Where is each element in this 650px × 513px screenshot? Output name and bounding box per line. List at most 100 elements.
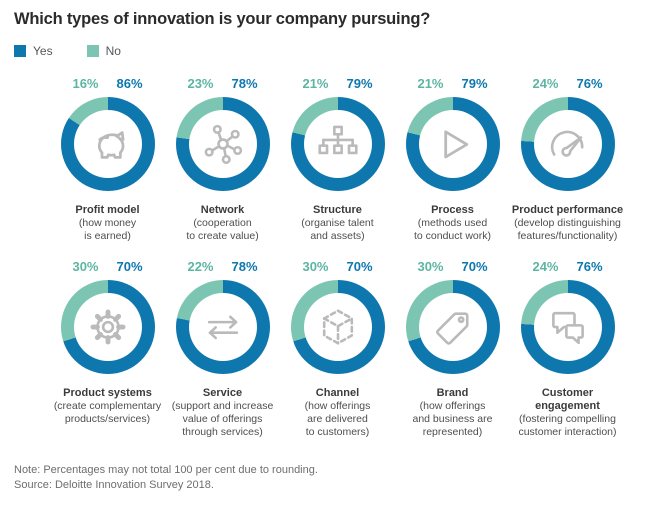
donut-ring <box>290 280 385 374</box>
donut-hole <box>303 110 372 178</box>
donut-label: Structure (organise talent and assets) <box>301 204 373 243</box>
donut-hole <box>418 110 487 178</box>
donut-label: Product systems (create complementary prod… <box>54 387 161 426</box>
donut-card: 30% 70% Brand (how offerings and business … <box>395 259 510 439</box>
percent-labels: 21% 79% <box>302 76 372 91</box>
yes-percent: 79% <box>461 76 488 91</box>
legend-label-yes: Yes <box>33 44 53 58</box>
no-percent: 24% <box>532 259 559 274</box>
innovation-description: features/functionality) <box>517 229 618 242</box>
innovation-description: and assets) <box>310 229 365 242</box>
donut-label: Customer engagement (fostering compelling c… <box>518 387 616 439</box>
org-chart-icon <box>312 118 364 170</box>
innovation-description: to conduct work) <box>413 229 492 242</box>
donut-label: Service (support and increase value of off… <box>172 387 274 439</box>
donut-hole <box>533 110 602 178</box>
chat-bubbles-icon <box>542 301 594 353</box>
innovation-description: is earned) <box>84 229 131 242</box>
donut-grid: 16% 86% Profit model (how money is earned)… <box>50 76 636 439</box>
yes-percent: 70% <box>461 259 488 274</box>
no-percent: 30% <box>72 259 99 274</box>
no-percent: 24% <box>532 76 559 91</box>
donut-card: 30% 70% Product systems (create complemen… <box>50 259 165 426</box>
percent-labels: 22% 78% <box>187 259 257 274</box>
innovation-description: (how offerings <box>419 399 486 412</box>
legend-item-no: No <box>86 44 121 58</box>
gauge-icon <box>542 118 594 170</box>
donut-card: 21% 79% Process (methods used to conduct w… <box>395 76 510 243</box>
innovation-description: through services) <box>182 426 263 438</box>
innovation-description: represented) <box>422 426 483 438</box>
innovation-description: value of offerings <box>182 412 263 425</box>
exchange-arrows-icon <box>197 301 249 353</box>
legend-item-yes: Yes <box>14 44 53 58</box>
no-percent: 23% <box>187 76 214 91</box>
yes-percent: 78% <box>231 259 258 274</box>
percent-labels: 16% 86% <box>72 76 142 91</box>
innovation-name: Network <box>200 204 245 216</box>
innovation-description: (methods used <box>417 216 488 229</box>
donut-card: 22% 78% Service (support and increase valu… <box>165 259 280 439</box>
innovation-name: Channel <box>315 387 360 399</box>
donut-hole <box>533 293 602 361</box>
donut-hole <box>188 110 257 178</box>
yes-percent: 70% <box>116 259 143 274</box>
yes-percent: 76% <box>576 259 603 274</box>
donut-ring <box>405 280 500 374</box>
yes-percent: 79% <box>346 76 373 91</box>
donut-ring <box>60 97 155 191</box>
yes-percent: 70% <box>346 259 373 274</box>
donut-hole <box>303 293 372 361</box>
innovation-description: are delivered <box>307 412 368 425</box>
gear-icon <box>82 301 134 353</box>
donut-ring <box>175 280 270 374</box>
donut-ring <box>405 97 500 191</box>
donut-card: 23% 78% Network (cooperation to create val… <box>165 76 280 243</box>
no-percent: 21% <box>417 76 444 91</box>
donut-label: Profit model (how money is earned) <box>75 204 139 243</box>
innovation-description: (how offerings <box>304 399 371 412</box>
innovation-description: (create complementary <box>53 399 162 412</box>
percent-labels: 24% 76% <box>532 259 602 274</box>
source-text: Source: Deloitte Innovation Survey 2018. <box>14 479 214 492</box>
play-icon <box>427 118 479 170</box>
percent-labels: 30% 70% <box>417 259 487 274</box>
price-tag-icon <box>427 301 479 353</box>
innovation-description: to create value) <box>186 229 259 242</box>
no-percent: 21% <box>302 76 329 91</box>
innovation-name: Customer <box>541 387 594 399</box>
no-percent: 30% <box>302 259 329 274</box>
donut-label: Network (cooperation to create value) <box>186 204 258 243</box>
innovation-name: Service <box>202 387 243 399</box>
chart-title: Which types of innovation is your compan… <box>14 10 431 28</box>
innovation-name: Product performance <box>511 204 624 216</box>
no-percent: 22% <box>187 259 214 274</box>
yes-percent: 86% <box>116 76 143 91</box>
percent-labels: 30% 70% <box>302 259 372 274</box>
donut-card: 24% 76% Product performance (develop dist… <box>510 76 625 243</box>
donut-label: Product performance (develop distinguishi… <box>512 204 623 243</box>
innovation-name: engagement <box>535 399 600 412</box>
innovation-name: Profit model <box>75 204 140 216</box>
innovation-description: (how money <box>78 216 137 229</box>
innovation-description: customer interaction) <box>518 425 617 438</box>
innovation-description: and business are <box>412 412 493 425</box>
yes-percent: 78% <box>231 76 258 91</box>
donut-hole <box>73 293 142 361</box>
donut-ring <box>290 97 385 191</box>
no-percent: 16% <box>72 76 99 91</box>
innovation-description: to customers) <box>305 426 370 438</box>
no-swatch-icon <box>86 45 99 57</box>
donut-card: 24% 76% Customer engagement (fostering com… <box>510 259 625 439</box>
innovation-description: (organise talent <box>301 216 374 229</box>
network-icon <box>197 118 249 170</box>
donut-ring <box>520 280 615 374</box>
innovation-name: Product systems <box>63 387 152 399</box>
donut-hole <box>73 110 142 178</box>
donut-hole <box>188 293 257 361</box>
donut-ring <box>60 280 155 374</box>
dashed-cube-icon <box>312 301 364 353</box>
donut-label: Process (methods used to conduct work) <box>414 204 491 243</box>
innovation-description: products/services) <box>64 412 151 425</box>
